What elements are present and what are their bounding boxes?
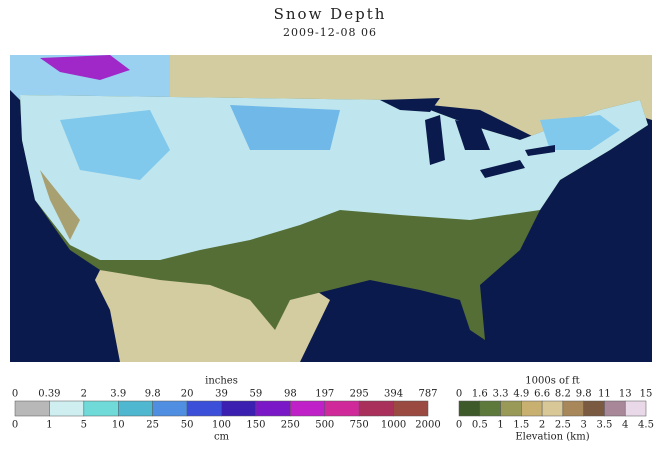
legend-bottom-title: cm [214, 432, 230, 443]
legend-top-label: 6.6 [534, 389, 550, 400]
legend-swatch [290, 400, 326, 417]
legend-top-label: 295 [350, 389, 369, 400]
legend-swatch [604, 400, 626, 417]
legend-top-label: 2 [81, 389, 87, 400]
legend-swatch [541, 400, 564, 417]
snow-mountain [60, 110, 170, 180]
legend-top-label: 0.39 [38, 389, 60, 400]
legend-bottom-label: 4 [622, 420, 628, 431]
legend-top-label: 3.3 [493, 389, 509, 400]
legend-swatch [49, 400, 85, 417]
snow-northeast [540, 115, 620, 150]
legend-bottom-label: 100 [212, 420, 231, 431]
lake-ontario [525, 145, 555, 156]
legend-top-label: 4.9 [513, 389, 529, 400]
legend-top-label: 20 [181, 389, 194, 400]
lake-huron [455, 120, 490, 150]
legend-bottom-label: 0 [456, 420, 462, 431]
legend-top-label: 15 [640, 389, 653, 400]
legend-bottom-label: 0 [12, 420, 18, 431]
legend-top-label: 0 [456, 389, 462, 400]
legend-bottom-label: 1.5 [513, 420, 529, 431]
legend-swatch [83, 400, 119, 417]
legend-swatch [324, 400, 360, 417]
legend-bottom-label: 250 [281, 420, 300, 431]
title: Snow Depth [274, 5, 387, 23]
legend-bottom-label: 150 [246, 420, 265, 431]
legend-swatch [221, 400, 257, 417]
legend-top-label: 1.6 [472, 389, 488, 400]
legend-bottom-title: Elevation (km) [515, 432, 589, 443]
legend-bottom-label: 3 [580, 420, 586, 431]
subtitle: 2009-12-08 06 [283, 26, 377, 39]
legend-top-label: 98 [284, 389, 297, 400]
legend-bottom-label: 500 [315, 420, 334, 431]
legend-top-label: 8.2 [555, 389, 571, 400]
legend-top-label: 9.8 [576, 389, 592, 400]
legend-bottom-label: 2.5 [555, 420, 571, 431]
legend-top-label: 394 [384, 389, 403, 400]
canada [170, 55, 652, 150]
legend-bottom-label: 2 [539, 420, 545, 431]
legend-bottom-label: 10 [112, 420, 125, 431]
legend-bottom-label: 3.5 [596, 420, 612, 431]
legend-top-label: 197 [315, 389, 334, 400]
legend-bottom-label: 5 [81, 420, 87, 431]
california-valley [40, 170, 80, 240]
legend-swatch [583, 400, 605, 417]
legend-swatch [186, 400, 222, 417]
lake-erie [480, 160, 525, 178]
lake-michigan [425, 115, 445, 165]
legend-top-label: 39 [215, 389, 228, 400]
snow-plains [230, 105, 340, 150]
legend-swatch [14, 400, 50, 417]
legend-bottom-label: 4.5 [638, 420, 654, 431]
legend-top-label: 0 [12, 389, 18, 400]
legend-bottom-label: 0.5 [472, 420, 488, 431]
legend-top-label: 11 [598, 389, 611, 400]
legend-bottom-label: 2000 [415, 420, 440, 431]
snow-cover [20, 95, 648, 260]
legend-top-label: 59 [250, 389, 263, 400]
legend-bottom-label: 1000 [381, 420, 406, 431]
legend-bottom-label: 1 [497, 420, 503, 431]
legend-swatch [521, 400, 543, 417]
snow-deep [40, 55, 130, 80]
legend-swatch [393, 400, 429, 417]
legend-top-label: 3.9 [110, 389, 126, 400]
legend-swatch [152, 400, 188, 417]
legend-swatch [118, 400, 153, 417]
legend-swatch [624, 400, 647, 417]
legend-bottom-label: 750 [350, 420, 369, 431]
legend-swatch [562, 400, 584, 417]
legend-bottom-label: 50 [181, 420, 194, 431]
legend-top-label: 9.8 [145, 389, 161, 400]
legend-swatch [358, 400, 394, 417]
legend-swatch [479, 400, 501, 417]
legend-swatch [458, 400, 481, 417]
legend-bottom-label: 1 [46, 420, 52, 431]
legend-top-label: 787 [418, 389, 437, 400]
legend-top-label: 13 [619, 389, 632, 400]
lake-superior [380, 98, 440, 112]
legend-swatch [255, 400, 291, 417]
map [10, 55, 652, 362]
legend-top-title: inches [205, 376, 238, 387]
legend-top-title: 1000s of ft [525, 376, 579, 387]
legend-bottom-label: 25 [146, 420, 159, 431]
legend-swatch [500, 400, 522, 417]
